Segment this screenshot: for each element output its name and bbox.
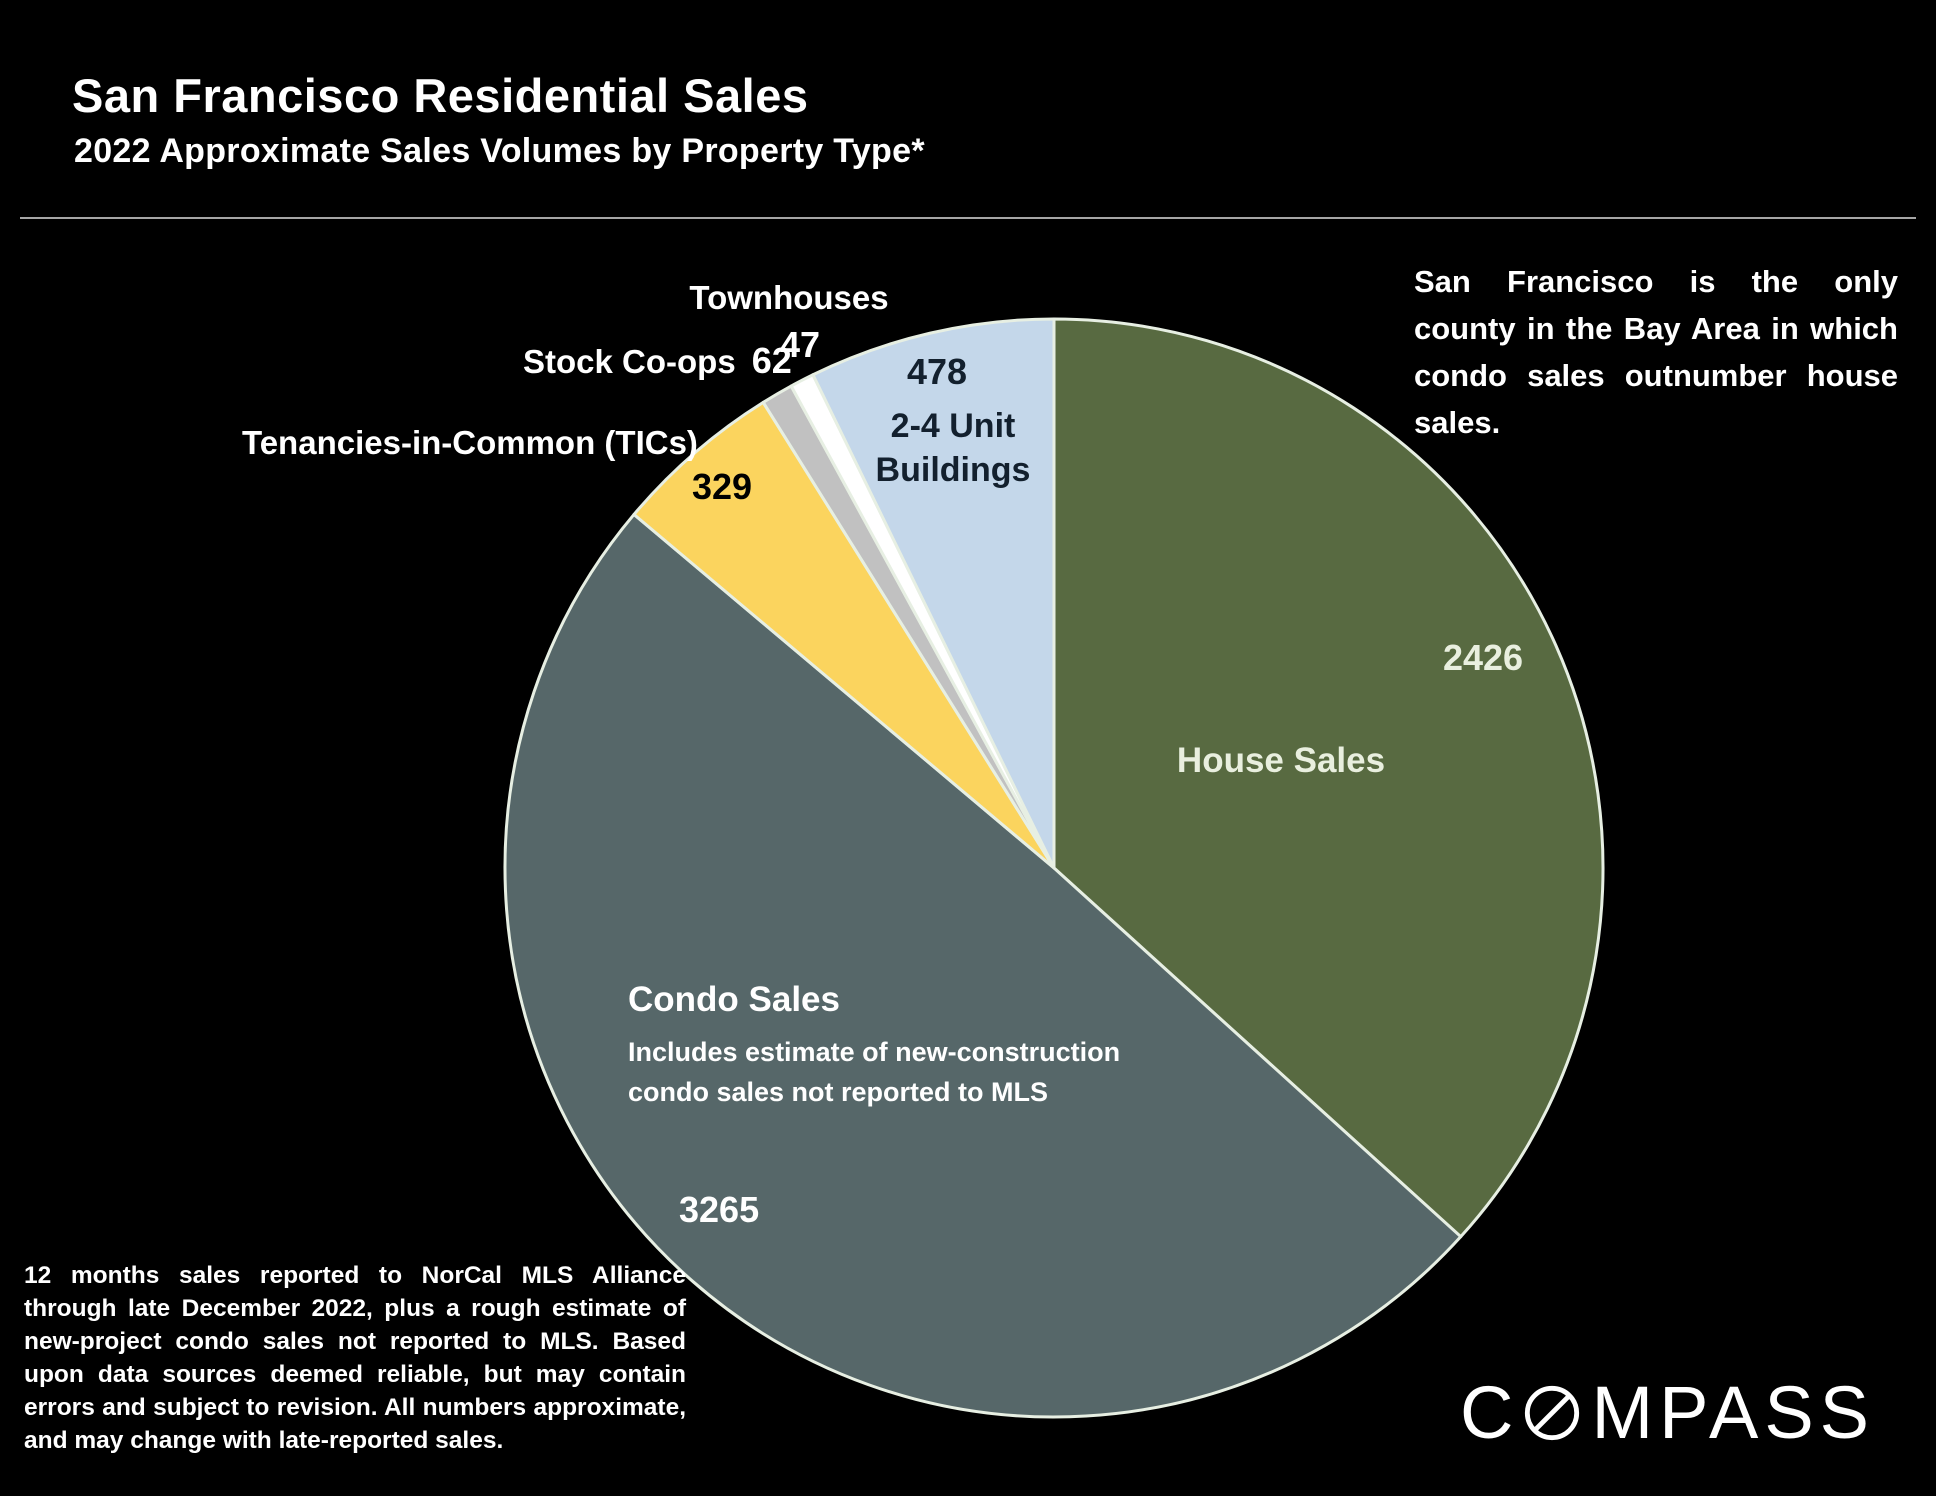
pie-slice-2-4-unit-buildings [811,317,1056,870]
page-subtitle: 2022 Approximate Sales Volumes by Proper… [74,132,925,170]
label-townhouses: Townhouses [689,279,889,316]
insight-text: San Francisco is the only county in the … [1414,264,1898,440]
pie-slice-condo-sales [503,512,1463,1419]
value-stock-coops: 62 [751,340,792,381]
label-house-sales: House Sales [1176,741,1386,780]
label-condo-note: Includes estimate of new-construction co… [628,1037,1121,1107]
value-house-sales: 2426 [1442,637,1524,678]
value-condo-sales: 3265 [679,1189,760,1230]
value-2-4-unit: 478 [906,351,968,392]
label-tics: Tenancies-in-Common (TICs) [242,424,698,461]
label-stock-coops: Stock Co-ops 62 [523,340,792,381]
value-tics: 329 [691,466,753,507]
footnote-text: 12 months sales reported to NorCal MLS A… [24,1262,686,1454]
page-title: San Francisco Residential Sales [72,69,809,122]
logo-letters-mpass: MPASS [1591,1371,1876,1454]
value-townhouses: 47 [779,324,821,365]
pie-slice-tenancies-in-common-tics [632,400,1056,870]
stock-coops-text: Stock Co-ops [523,343,736,380]
label-condo-sales: Condo Sales [628,980,840,1019]
compass-o-icon [1525,1385,1580,1441]
compass-logo: C MPASS [1460,1376,1875,1450]
pie-slice-house-sales [1052,317,1605,1239]
divider-line [20,217,1916,219]
logo-letter-c: C [1460,1371,1520,1454]
label-2-4-unit: 2-4 Unit Buildings [875,407,1031,489]
